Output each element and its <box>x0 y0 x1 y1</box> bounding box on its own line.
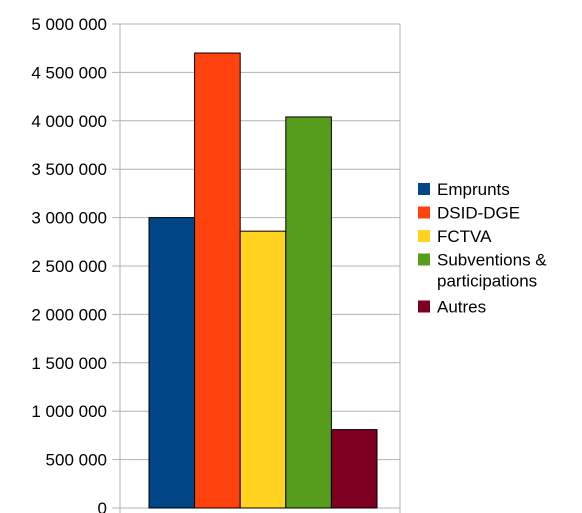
bar-emprunts <box>148 217 196 509</box>
legend-label: Autres <box>437 298 486 317</box>
bar-autres <box>330 429 378 509</box>
legend-entry: Autres <box>418 298 486 317</box>
legend-label: FCTVA <box>437 227 492 246</box>
bar-subventions-participations <box>285 116 332 509</box>
bar-fctva <box>239 230 287 509</box>
y-tick-label: 0 <box>98 499 107 513</box>
legend-label: Emprunts <box>437 180 510 199</box>
y-tick-label: 4 500 000 <box>31 63 107 82</box>
legend-entry: DSID-DGE <box>418 204 520 223</box>
legend-swatch <box>418 300 430 313</box>
legend-entry: Subventions & participations <box>418 251 547 291</box>
y-tick-label: 1 500 000 <box>31 354 107 373</box>
legend: Emprunts DSID-DGE FCTVA Subventions & partic… <box>418 180 547 317</box>
y-tick-label: 4 000 000 <box>31 112 107 131</box>
y-tick-label: 1 000 000 <box>31 402 107 421</box>
legend-swatch <box>418 206 430 219</box>
legend-swatch <box>418 183 430 195</box>
legend-label: DSID-DGE <box>437 204 520 223</box>
legend-entry: Emprunts <box>418 180 510 199</box>
y-tick-label: 2 000 000 <box>31 305 107 324</box>
y-tick-label: 5 000 000 <box>31 15 107 34</box>
bars <box>148 52 378 509</box>
legend-label: Subventions & participations <box>437 251 547 291</box>
axes <box>112 23 401 513</box>
y-tick-label: 3 500 000 <box>31 160 107 179</box>
y-tick-label: 500 000 <box>46 451 107 470</box>
y-tick-label: 2 500 000 <box>31 257 107 276</box>
y-tick-labels: 0 500 000 1 000 000 1 500 000 2 000 000 2 500… <box>31 15 107 513</box>
legend-entry: FCTVA <box>418 227 492 246</box>
legend-swatch <box>418 253 430 266</box>
y-tick-label: 3 000 000 <box>31 209 107 228</box>
bar-dsid-dge <box>194 52 241 509</box>
legend-swatch <box>418 230 430 242</box>
